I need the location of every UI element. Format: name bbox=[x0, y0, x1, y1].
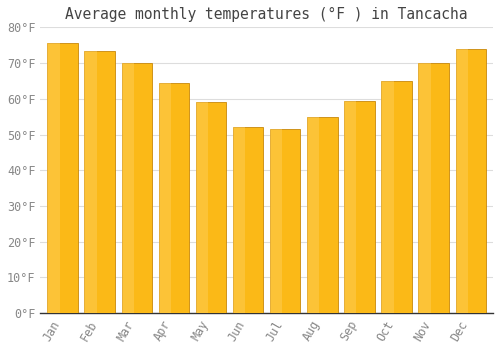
Bar bbox=[233, 127, 264, 313]
Bar bbox=[48, 43, 78, 313]
Bar bbox=[456, 49, 486, 313]
Bar bbox=[344, 100, 374, 313]
Bar bbox=[84, 50, 96, 313]
Bar bbox=[307, 117, 320, 313]
Bar bbox=[382, 81, 412, 313]
Bar bbox=[307, 117, 338, 313]
Bar bbox=[270, 129, 300, 313]
Bar bbox=[418, 63, 449, 313]
Bar bbox=[122, 63, 152, 313]
Bar bbox=[122, 63, 134, 313]
Bar bbox=[270, 129, 282, 313]
Bar bbox=[196, 102, 208, 313]
Title: Average monthly temperatures (°F ) in Tancacha: Average monthly temperatures (°F ) in Ta… bbox=[66, 7, 468, 22]
Bar bbox=[196, 102, 226, 313]
Bar bbox=[158, 83, 171, 313]
Bar bbox=[48, 43, 60, 313]
Bar bbox=[418, 63, 430, 313]
Bar bbox=[344, 100, 356, 313]
Bar bbox=[158, 83, 189, 313]
Bar bbox=[84, 50, 115, 313]
Bar bbox=[456, 49, 468, 313]
Bar bbox=[382, 81, 394, 313]
Bar bbox=[233, 127, 245, 313]
